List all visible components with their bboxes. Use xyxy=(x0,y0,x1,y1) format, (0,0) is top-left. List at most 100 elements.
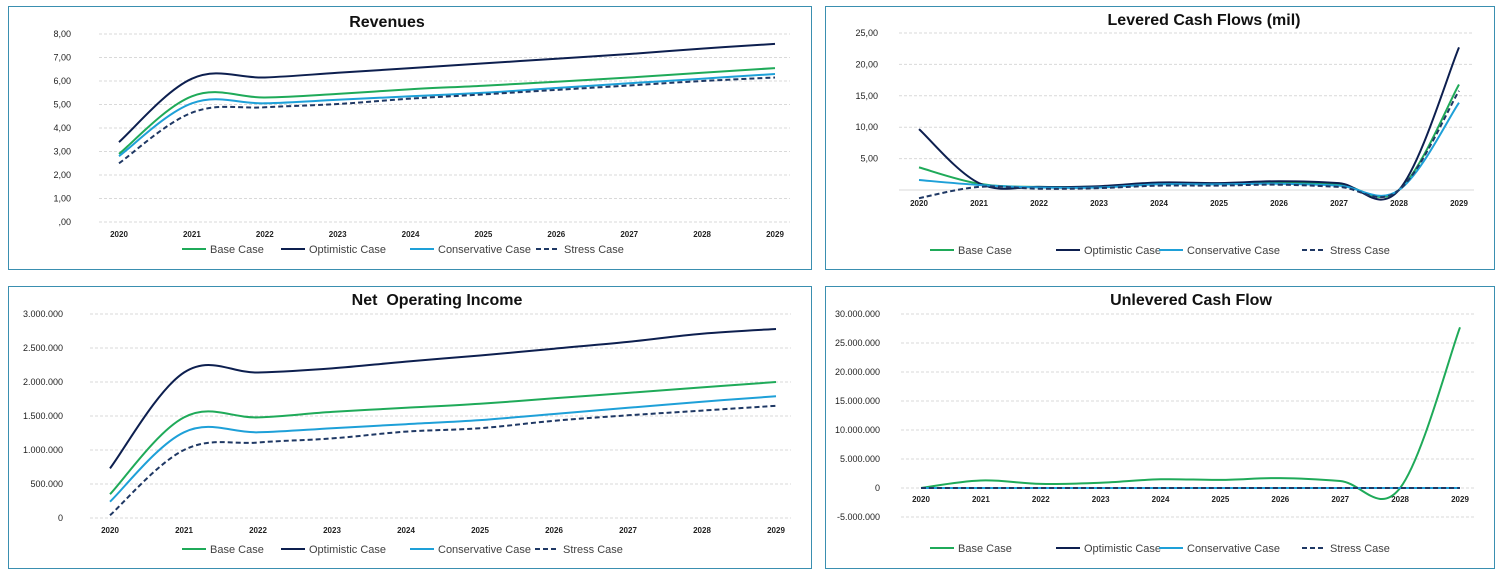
x-tick-label: 2029 xyxy=(767,526,785,535)
y-tick-label: 15.000.000 xyxy=(835,396,880,406)
x-tick-label: 2028 xyxy=(693,526,711,535)
x-tick-label: 2026 xyxy=(545,526,563,535)
revenues-chart-panel: Revenues ,00 1,00 2,00 3,00 4,00 5,00 6,00 7,00… xyxy=(8,6,812,270)
legend-label-conservative-case: Conservative Case xyxy=(438,544,531,556)
x-tick-label: 2025 xyxy=(471,526,489,535)
series-line-base-case xyxy=(118,67,776,155)
y-tick-label: 15,00 xyxy=(855,91,878,101)
legend: Base Case Optimistic Case Conservative Cas… xyxy=(182,244,624,256)
x-tick-label: 2027 xyxy=(619,526,637,535)
x-tick-label: 2024 xyxy=(402,230,420,239)
x-tick-label: 2024 xyxy=(1150,199,1168,208)
x-tick-label: 2026 xyxy=(1270,199,1288,208)
y-tick-label: 1,00 xyxy=(53,194,71,204)
x-tick-label: 2029 xyxy=(1450,199,1468,208)
y-tick-label: 5.000.000 xyxy=(840,454,880,464)
legend-label-stress-case: Stress Case xyxy=(1330,245,1390,257)
series-line-stress-case xyxy=(118,76,776,165)
y-tick-label: 25.000.000 xyxy=(835,338,880,348)
x-tick-label: 2020 xyxy=(912,495,930,504)
gridlines xyxy=(99,33,790,223)
chart-title: Revenues xyxy=(349,14,425,31)
x-tick-label: 2029 xyxy=(766,230,784,239)
x-tick-label: 2025 xyxy=(1210,199,1228,208)
series-line-optimistic-case xyxy=(109,328,777,470)
x-tick-label: 2025 xyxy=(1212,495,1230,504)
legend-label-optimistic-case: Optimistic Case xyxy=(309,244,386,256)
x-tick-label: 2028 xyxy=(1390,199,1408,208)
gridlines xyxy=(901,313,1475,518)
y-tick-label: 20,00 xyxy=(855,59,878,69)
x-tick-label: 2027 xyxy=(620,230,638,239)
x-tick-label: 2024 xyxy=(1152,495,1170,504)
series-line-conservative-case xyxy=(118,73,776,158)
legend-label-base-case: Base Case xyxy=(958,245,1012,257)
x-tick-label: 2021 xyxy=(183,230,201,239)
series-line-conservative-case xyxy=(109,395,777,503)
x-tick-label: 2022 xyxy=(1032,495,1050,504)
x-tick-label: 2023 xyxy=(329,230,347,239)
y-tick-label: 2.500.000 xyxy=(23,343,63,353)
unlevered-cash-flow-chart: Unlevered Cash Flow -5.000.000 0 5.000.000… xyxy=(835,292,1475,555)
y-tick-label: 25,00 xyxy=(855,28,878,38)
x-tick-label: 2026 xyxy=(1271,495,1289,504)
legend-label-optimistic-case: Optimistic Case xyxy=(309,544,386,556)
series-line-base-case xyxy=(109,381,777,495)
y-tick-label: 2,00 xyxy=(53,170,71,180)
y-tick-label: 10.000.000 xyxy=(835,425,880,435)
net-operating-income-chart: Net Operating Income 0 500.000 1.000.000 1.… xyxy=(23,292,791,556)
y-tick-label: 5,00 xyxy=(860,154,878,164)
x-tick-label: 2023 xyxy=(323,526,341,535)
series-line-stress-case xyxy=(109,404,777,517)
chart-title: Net Operating Income xyxy=(352,292,523,309)
legend-label-stress-case: Stress Case xyxy=(564,244,624,256)
legend-label-conservative-case: Conservative Case xyxy=(438,244,531,256)
y-tick-label: 0 xyxy=(875,483,880,493)
net-operating-income-chart-panel: Net Operating Income 0 500.000 1.000.000 1.… xyxy=(8,286,812,569)
legend-label-conservative-case: Conservative Case xyxy=(1187,543,1280,555)
revenues-chart: Revenues ,00 1,00 2,00 3,00 4,00 5,00 6,00 7,00… xyxy=(53,14,790,256)
series-line-optimistic-case xyxy=(118,42,776,143)
y-tick-label: 30.000.000 xyxy=(835,309,880,319)
y-tick-label: 3.000.000 xyxy=(23,309,63,319)
legend-label-base-case: Base Case xyxy=(958,543,1012,555)
y-tick-label: 8,00 xyxy=(53,29,71,39)
x-tick-label: 2021 xyxy=(972,495,990,504)
series-line-base-case xyxy=(920,326,1461,501)
x-tick-label: 2026 xyxy=(547,230,565,239)
series-line-base-case xyxy=(918,84,1460,198)
x-tick-label: 2024 xyxy=(397,526,415,535)
x-tick-label: 2021 xyxy=(175,526,193,535)
x-tick-label: 2021 xyxy=(970,199,988,208)
legend-label-optimistic-case: Optimistic Case xyxy=(1084,543,1161,555)
y-tick-label: 1.000.000 xyxy=(23,445,63,455)
y-tick-label: 0 xyxy=(58,513,63,523)
x-tick-label: 2027 xyxy=(1330,199,1348,208)
legend-label-optimistic-case: Optimistic Case xyxy=(1084,245,1161,257)
legend-label-stress-case: Stress Case xyxy=(563,544,623,556)
x-tick-label: 2027 xyxy=(1331,495,1349,504)
unlevered-cash-flow-chart-panel: Unlevered Cash Flow -5.000.000 0 5.000.000… xyxy=(825,286,1495,569)
y-tick-label: 3,00 xyxy=(53,147,71,157)
series-line-conservative-case xyxy=(918,102,1460,197)
x-tick-label: 2022 xyxy=(1030,199,1048,208)
y-tick-label: 1.500.000 xyxy=(23,411,63,421)
gridlines xyxy=(90,313,791,519)
legend: Base Case Optimistic Case Conservative Cas… xyxy=(930,245,1390,257)
legend-label-conservative-case: Conservative Case xyxy=(1187,245,1280,257)
chart-title: Unlevered Cash Flow xyxy=(1110,292,1272,309)
x-tick-label: 2029 xyxy=(1451,495,1469,504)
y-tick-label: -5.000.000 xyxy=(837,512,880,522)
x-tick-label: 2020 xyxy=(110,230,128,239)
y-tick-label: 10,00 xyxy=(855,122,878,132)
levered-cash-flows-chart-panel: Levered Cash Flows (mil) 5,00 10,00 15,00 2… xyxy=(825,6,1495,270)
y-tick-label: 4,00 xyxy=(53,123,71,133)
y-tick-label: 2.000.000 xyxy=(23,377,63,387)
series-line-optimistic-case xyxy=(918,47,1460,201)
y-tick-label: ,00 xyxy=(58,217,71,227)
x-tick-label: 2022 xyxy=(249,526,267,535)
y-tick-label: 500.000 xyxy=(30,479,63,489)
y-tick-label: 5,00 xyxy=(53,100,71,110)
x-tick-label: 2023 xyxy=(1090,199,1108,208)
legend-label-stress-case: Stress Case xyxy=(1330,543,1390,555)
